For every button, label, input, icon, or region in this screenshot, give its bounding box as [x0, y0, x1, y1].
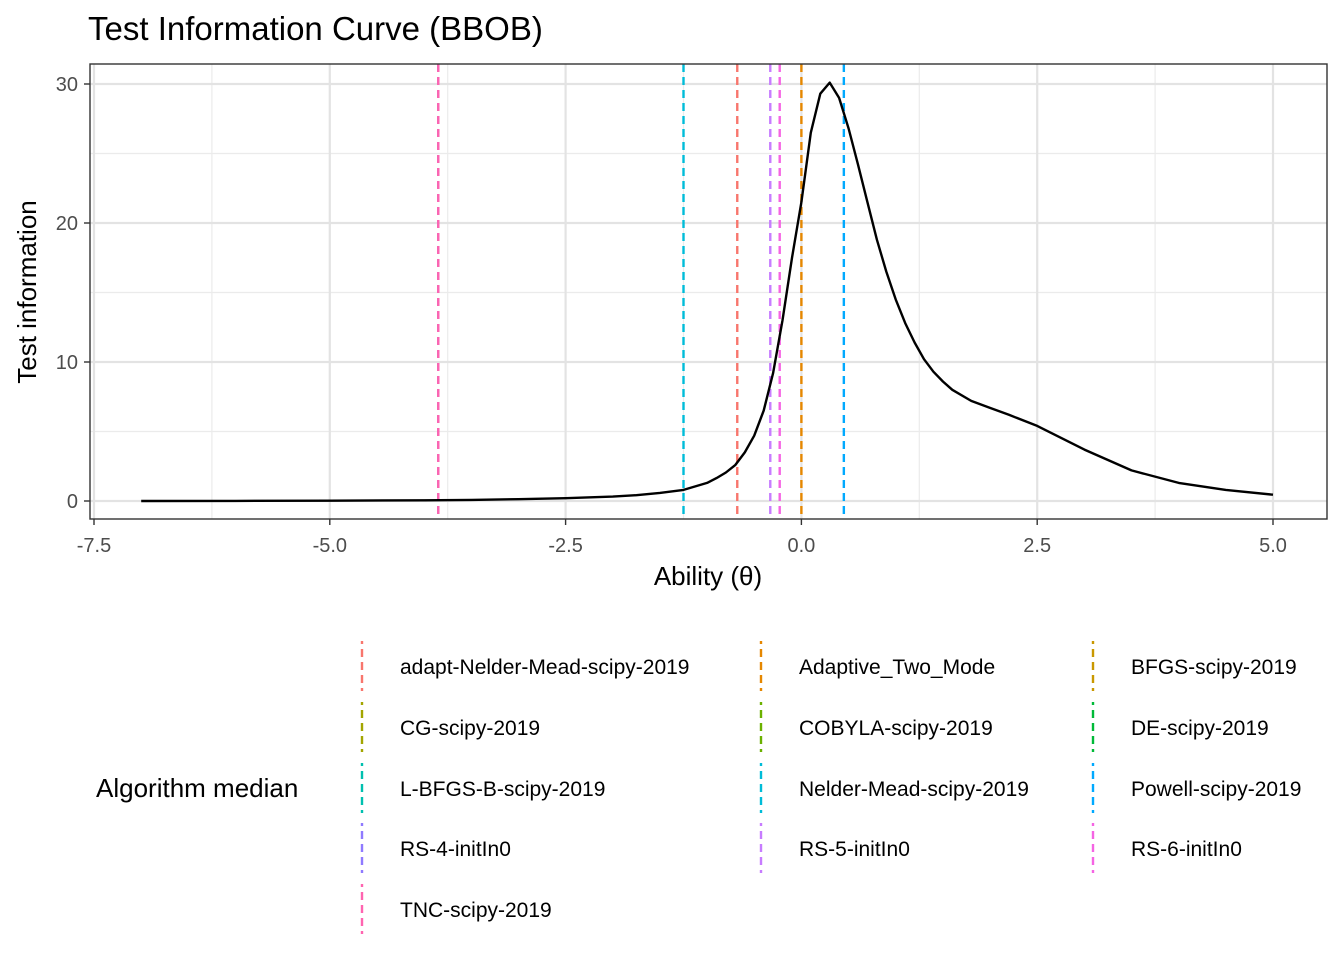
legend-item: RS-5-initIn0 [759, 823, 910, 873]
x-tick-label: -7.5 [77, 535, 111, 557]
legend-label: CG-scipy-2019 [400, 717, 540, 740]
legend-label: Nelder-Mead-scipy-2019 [799, 778, 1029, 801]
legend-label: Powell-scipy-2019 [1131, 778, 1301, 801]
x-axis-title: Ability (θ) [654, 561, 762, 591]
legend-item: TNC-scipy-2019 [360, 884, 552, 934]
y-axis-title: Test information [12, 200, 42, 384]
legend-item: Powell-scipy-2019 [1091, 763, 1301, 813]
legend: adapt-Nelder-Mead-scipy-2019 Adaptive_Two… [360, 641, 1301, 934]
x-axis: -7.5 -5.0 -2.5 0.0 2.5 5.0 [77, 519, 1287, 557]
legend-item: DE-scipy-2019 [1091, 702, 1269, 752]
legend-label: adapt-Nelder-Mead-scipy-2019 [400, 656, 689, 679]
legend-item: BFGS-scipy-2019 [1091, 641, 1297, 691]
y-axis: 0 10 20 30 [56, 74, 90, 513]
legend-label: COBYLA-scipy-2019 [799, 717, 993, 740]
legend-label: Adaptive_Two_Mode [799, 656, 995, 679]
legend-item: Nelder-Mead-scipy-2019 [759, 763, 1029, 813]
legend-label: BFGS-scipy-2019 [1131, 656, 1297, 679]
x-tick-label: 0.0 [787, 535, 815, 557]
legend-item: adapt-Nelder-Mead-scipy-2019 [360, 641, 689, 691]
legend-item: COBYLA-scipy-2019 [759, 702, 993, 752]
legend-item: L-BFGS-B-scipy-2019 [360, 763, 605, 813]
x-tick-label: -2.5 [548, 535, 582, 557]
plot-border [89, 63, 1328, 520]
grid [90, 64, 1327, 519]
legend-label: TNC-scipy-2019 [400, 899, 552, 922]
x-tick-label: -5.0 [313, 535, 347, 557]
y-tick-label: 0 [67, 491, 78, 513]
y-tick-label: 20 [56, 213, 78, 235]
legend-label: DE-scipy-2019 [1131, 717, 1269, 740]
legend-label: RS-5-initIn0 [799, 838, 910, 861]
legend-label: RS-6-initIn0 [1131, 838, 1242, 861]
legend-item: RS-6-initIn0 [1091, 823, 1242, 873]
legend-label: L-BFGS-B-scipy-2019 [400, 778, 605, 801]
x-tick-label: 5.0 [1259, 535, 1287, 557]
information-curve [141, 81, 1274, 503]
x-tick-label: 2.5 [1023, 535, 1051, 557]
legend-item: CG-scipy-2019 [360, 702, 540, 752]
y-tick-label: 10 [56, 352, 78, 374]
legend-item: Adaptive_Two_Mode [759, 641, 995, 691]
chart-title: Test Information Curve (BBOB) [88, 10, 543, 47]
legend-label: RS-4-initIn0 [400, 838, 511, 861]
legend-item: RS-4-initIn0 [360, 823, 511, 873]
y-tick-label: 30 [56, 74, 78, 96]
legend-title: Algorithm median [96, 773, 298, 803]
curve-line [141, 81, 1274, 503]
median-lines [437, 64, 846, 519]
